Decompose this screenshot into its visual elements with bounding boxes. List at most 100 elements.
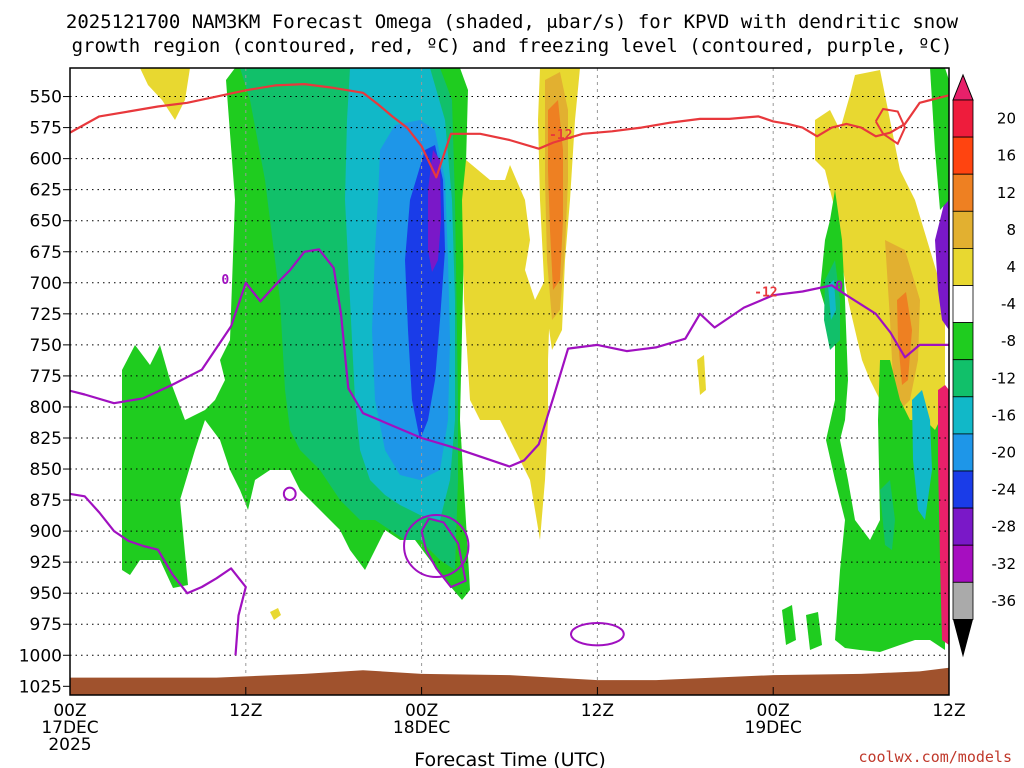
omega-region-teal-lower bbox=[880, 480, 895, 550]
colorbar-segment-6 bbox=[952, 322, 974, 361]
colorbar-label-0: 20 bbox=[997, 110, 1016, 128]
colorbar-segment-3 bbox=[952, 210, 974, 249]
contour-label-0: -12 bbox=[754, 285, 777, 300]
contour-label-1: -12 bbox=[549, 128, 572, 143]
omega-region-yellow-blob bbox=[270, 608, 281, 620]
colorbar-label-10: -24 bbox=[992, 481, 1017, 499]
y-tick-975: 975 bbox=[30, 615, 62, 635]
credit-text: coolwx.com/models bbox=[858, 748, 1012, 766]
omega-region-green-right bbox=[820, 190, 945, 652]
terrain-fill bbox=[70, 667, 949, 695]
omega-region-green-small-2 bbox=[806, 612, 822, 650]
dgz-contour-loop bbox=[874, 107, 907, 146]
y-tick-600: 600 bbox=[30, 150, 62, 170]
y-tick-775: 775 bbox=[30, 367, 62, 387]
x-axis-label: Forecast Time (UTC) bbox=[414, 749, 605, 768]
colorbar: 20 16 12 8 4 -4 -8 -12 -16 -20 -24 -28 -32 -36 bbox=[952, 73, 1017, 658]
freezing-level-loop-1 bbox=[570, 621, 625, 647]
y-tick-675: 675 bbox=[30, 243, 62, 263]
colorbar-segment-11 bbox=[952, 507, 974, 546]
y-tick-900: 900 bbox=[30, 522, 62, 542]
x-tick-label-4-0: 00Z bbox=[757, 701, 790, 721]
contour-label-3: 0 bbox=[835, 279, 843, 294]
x-tick-label-5-0: 12Z bbox=[932, 701, 965, 721]
y-tick-875: 875 bbox=[30, 491, 62, 511]
y-tick-1025: 1025 bbox=[19, 677, 62, 697]
freezing-level-loop-dec18 bbox=[420, 517, 467, 589]
y-axis-ticks: 550 575 600 625 650 675 700 725 750 775 800 825 850 8… bbox=[19, 88, 70, 697]
colorbar-label-11: -28 bbox=[992, 518, 1017, 536]
dgz-contour-line bbox=[70, 82, 949, 179]
x-tick-label-4-1: 19DEC bbox=[745, 718, 802, 738]
terrain-band bbox=[70, 667, 949, 695]
y-tick-925: 925 bbox=[30, 553, 62, 573]
y-tick-850: 850 bbox=[30, 460, 62, 480]
colorbar-label-8: -16 bbox=[992, 406, 1017, 424]
freezing-level-contour-line bbox=[70, 248, 949, 468]
y-tick-750: 750 bbox=[30, 336, 62, 356]
omega-shading bbox=[122, 68, 949, 652]
colorbar-segment-8 bbox=[952, 396, 974, 435]
omega-region-green-right-edge bbox=[930, 68, 949, 210]
colorbar-label-2: 12 bbox=[997, 184, 1016, 202]
freezing-level-loop-2 bbox=[282, 486, 297, 502]
y-tick-625: 625 bbox=[30, 181, 62, 201]
colorbar-bottom-arrow bbox=[953, 619, 973, 658]
colorbar-label-6: -8 bbox=[1001, 332, 1016, 350]
omega-region-strong-right-edge bbox=[938, 385, 949, 645]
chart-title-line2: growth region (contoured, red, ºC) and f… bbox=[72, 35, 953, 57]
y-tick-550: 550 bbox=[30, 88, 62, 108]
omega-region-cyan-right bbox=[828, 280, 836, 320]
y-tick-725: 725 bbox=[30, 305, 62, 325]
colorbar-segment-12 bbox=[952, 544, 974, 583]
omega-region-yellow-mid bbox=[462, 160, 550, 540]
colorbar-label-3: 8 bbox=[1006, 221, 1016, 239]
omega-region-cyan-lower bbox=[912, 390, 932, 520]
omega-region-orange-right bbox=[897, 292, 912, 385]
omega-region-yellow-top-left bbox=[140, 68, 190, 120]
colorbar-label-1: 16 bbox=[997, 147, 1016, 165]
colorbar-segment-0 bbox=[952, 99, 974, 138]
colorbar-label-7: -12 bbox=[992, 369, 1017, 387]
colorbar-label-12: -32 bbox=[992, 555, 1017, 573]
colorbar-segment-7 bbox=[952, 359, 974, 398]
contour-labels: -12 -12 0 0 bbox=[221, 128, 843, 301]
colorbar-segment-5 bbox=[952, 285, 974, 323]
y-tick-650: 650 bbox=[30, 212, 62, 232]
colorbar-label-9: -20 bbox=[992, 443, 1017, 461]
omega-region-orange-column bbox=[548, 100, 563, 290]
colorbar-label-4: 4 bbox=[1006, 258, 1016, 276]
colorbar-segment-1 bbox=[952, 136, 974, 175]
freezing-level-loop-0 bbox=[403, 514, 470, 579]
y-tick-700: 700 bbox=[30, 274, 62, 294]
colorbar-top-arrow bbox=[952, 73, 974, 101]
omega-region-yellow-small bbox=[697, 355, 706, 395]
colorbar-label-5: -4 bbox=[1001, 295, 1016, 313]
colorbar-segment-13 bbox=[952, 581, 974, 620]
colorbar-segment-4 bbox=[952, 247, 974, 286]
colorbar-segment-10 bbox=[952, 470, 974, 509]
plot-frame bbox=[69, 67, 950, 696]
x-tick-label-0-0: 00Z bbox=[53, 701, 86, 721]
omega-region-green-small-1 bbox=[782, 605, 796, 645]
y-tick-950: 950 bbox=[30, 584, 62, 604]
colorbar-label-13: -36 bbox=[992, 592, 1017, 610]
y-tick-1000: 1000 bbox=[19, 646, 62, 666]
x-tick-label-2-1: 18DEC bbox=[393, 718, 450, 738]
colorbar-segment-9 bbox=[952, 433, 974, 472]
y-tick-825: 825 bbox=[30, 429, 62, 449]
contour-label-2: 0 bbox=[221, 273, 229, 288]
x-tick-label-3-0: 12Z bbox=[581, 701, 614, 721]
x-tick-label-1-0: 12Z bbox=[229, 701, 262, 721]
y-tick-800: 800 bbox=[30, 398, 62, 418]
x-tick-label-0-1: 17DEC bbox=[41, 718, 98, 738]
y-tick-575: 575 bbox=[30, 119, 62, 139]
x-tick-label-2-0: 00Z bbox=[405, 701, 438, 721]
omega-region-purple-right-edge bbox=[935, 200, 949, 330]
colorbar-segment-2 bbox=[952, 173, 974, 212]
freezing-level-contour-line-low bbox=[70, 492, 247, 656]
omega-region-purple bbox=[428, 150, 441, 272]
x-tick-label-0-2: 2025 bbox=[48, 735, 91, 755]
